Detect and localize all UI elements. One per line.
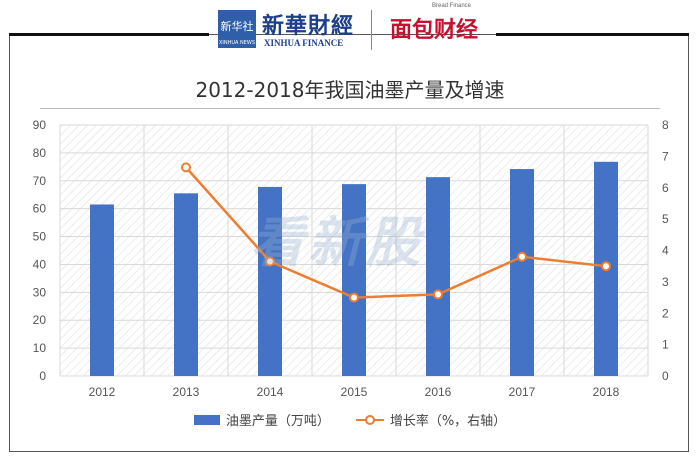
x-tick-label: 2013 [173,385,200,399]
y-left-tick-label: 40 [33,257,47,271]
y-right-tick-label: 2 [662,306,669,320]
y-right-tick-label: 1 [662,338,669,352]
y-left-tick-label: 20 [33,313,47,327]
legend-line-label: 增长率（%，右轴） [389,414,507,429]
legend-line-swatch [355,414,384,425]
y-left-tick-label: 10 [33,341,47,355]
bar [510,169,534,376]
bar [342,184,366,376]
legend-item-line: 增长率（%，右轴） [355,410,507,429]
xinhua-finance-logo: 新華財經 [262,13,355,39]
growth-line [185,166,607,299]
xinhua-news-logo-text: 新华社 [220,20,254,33]
y-left-tick-label: 30 [33,285,47,299]
growth-point [265,256,275,267]
x-tick-label: 2018 [593,385,620,399]
y-left-tick-label: 80 [33,146,47,160]
bread-finance-logo: 面包财经 [390,18,479,43]
y-right-tick-label: 8 [662,118,669,132]
y-left-tick-label: 60 [33,202,47,216]
growth-point [433,289,443,300]
growth-point [181,162,191,173]
x-tick-label: 2015 [341,385,368,399]
legend-bar-label: 油墨产量（万吨） [225,414,330,429]
y-left-tick-label: 90 [33,118,47,132]
header-rule-right [496,33,689,36]
header: 新华社 XINHUA NEWS 新華財經 XINHUA FINANCE 面包财经… [0,0,700,62]
bar [258,186,282,376]
chart-frame [9,34,689,452]
logo-divider [371,10,372,50]
y-right-tick-label: 4 [662,244,669,258]
x-tick-label: 2017 [509,385,536,399]
watermark-text: 看新股 [250,211,424,274]
y-left-tick-label: 50 [33,230,47,244]
y-left-tick-label: 0 [39,369,46,383]
bar [174,193,198,376]
chart-legend: 油墨产量（万吨） 增长率（%，右轴） [0,410,700,429]
y-right-tick-label: 3 [662,275,669,289]
legend-item-bar: 油墨产量（万吨） [193,410,330,429]
xinhua-news-logo-sub: XINHUA NEWS [218,40,256,46]
xinhua-finance-logo-sub: XINHUA FINANCE [264,38,344,48]
legend-bar-swatch [193,414,220,425]
bar [90,204,114,376]
header-rule-left [9,33,209,36]
y-right-tick-label: 0 [662,369,669,383]
y-right-tick-label: 5 [662,212,669,226]
bar [426,177,450,376]
growth-point [349,292,359,303]
title-divider [40,108,660,109]
chart-title: 2012-2018年我国油墨产量及增速 [195,78,505,102]
bread-finance-logo-sub: Bread Finance [432,3,472,9]
growth-point [517,251,527,262]
y-right-tick-label: 6 [662,181,669,195]
y-right-tick-label: 7 [662,149,669,163]
x-tick-label: 2016 [425,385,452,399]
xinhua-news-logo: 新华社 XINHUA NEWS [218,10,256,48]
y-left-tick-label: 70 [33,174,47,188]
growth-point [601,261,611,272]
x-tick-label: 2014 [257,385,284,399]
x-tick-label: 2012 [89,385,116,399]
